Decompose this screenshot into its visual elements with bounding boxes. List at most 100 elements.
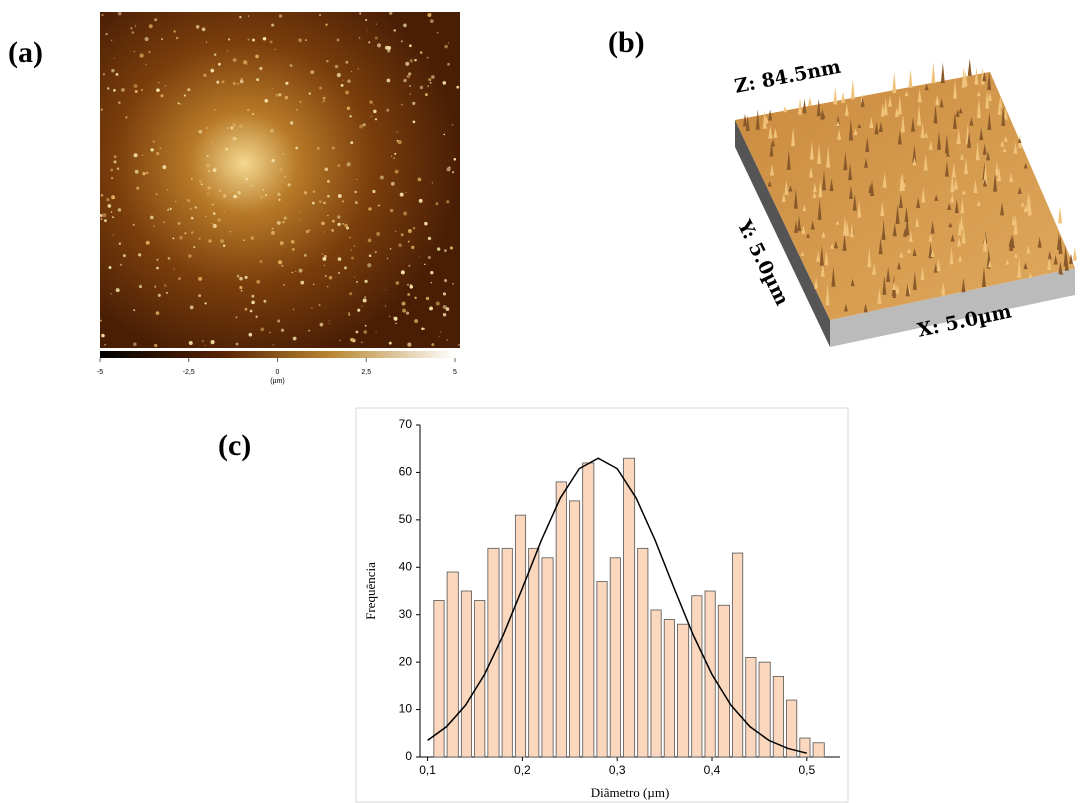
texture-dot [305, 39, 307, 41]
texture-dot [350, 141, 353, 144]
texture-dot [184, 94, 186, 96]
texture-dot [205, 302, 207, 304]
texture-dot [443, 134, 445, 136]
texture-dot [375, 37, 378, 40]
texture-dot [345, 61, 348, 64]
texture-dot [401, 233, 404, 236]
texture-dot [135, 170, 139, 174]
texture-dot [113, 160, 116, 163]
texture-dot [304, 254, 307, 257]
texture-dot [372, 190, 375, 193]
texture-dot [347, 79, 351, 83]
texture-dot [335, 65, 338, 68]
texture-dot [406, 192, 407, 193]
texture-dot [202, 27, 206, 31]
texture-dot [201, 183, 203, 185]
texture-dot [430, 271, 433, 274]
texture-dot [293, 337, 297, 341]
texture-dot [103, 73, 105, 75]
texture-dot [203, 74, 206, 77]
bar [800, 738, 810, 757]
texture-dot [359, 125, 363, 129]
bar [677, 624, 688, 757]
texture-dot [295, 147, 298, 150]
texture-dot [327, 215, 328, 216]
texture-dot [386, 109, 389, 112]
texture-dot [245, 308, 248, 311]
texture-dot [409, 44, 412, 47]
texture-dot [199, 180, 202, 183]
texture-dot [104, 219, 107, 222]
texture-dot [409, 85, 411, 87]
texture-dot [260, 196, 263, 199]
texture-dot [367, 263, 371, 267]
texture-dot [184, 232, 186, 234]
texture-dot [309, 92, 311, 94]
texture-dot [213, 168, 217, 172]
texture-dot [337, 223, 340, 226]
texture-dot [437, 247, 440, 250]
texture-dot [216, 81, 219, 84]
texture-dot [390, 209, 393, 212]
texture-dot [368, 238, 372, 242]
texture-dot [162, 165, 166, 169]
texture-dot [322, 257, 326, 261]
texture-dot [190, 306, 194, 310]
texture-dot [212, 204, 214, 206]
texture-dot [270, 129, 273, 132]
texture-dot [410, 93, 411, 94]
texture-dot [168, 257, 171, 260]
texture-dot [374, 251, 377, 254]
texture-dot [265, 194, 267, 196]
texture-dot [431, 75, 435, 79]
z-label: Z: 84.5nm [733, 56, 843, 98]
texture-dot [161, 38, 163, 40]
texture-dot [110, 293, 111, 294]
texture-dot [389, 315, 391, 317]
spike [833, 87, 837, 105]
texture-dot [337, 39, 340, 42]
texture-dot [449, 166, 451, 168]
texture-dot [205, 216, 206, 217]
texture-dot [326, 60, 328, 62]
texture-dot [448, 42, 449, 43]
texture-dot [376, 23, 377, 24]
texture-dot [260, 157, 261, 158]
texture-dot [148, 51, 150, 53]
texture-dot [271, 24, 274, 27]
texture-dot [443, 292, 446, 295]
texture-dot [208, 186, 211, 189]
y-tick-label: 50 [399, 512, 413, 526]
texture-dot [284, 217, 287, 220]
texture-dot [239, 277, 243, 281]
texture-dot [319, 305, 320, 306]
bar [705, 591, 715, 757]
texture-dot [173, 268, 174, 269]
texture-dot [116, 288, 120, 292]
texture-dot [214, 53, 216, 55]
texture-dot [300, 281, 304, 285]
texture-dot [237, 83, 238, 84]
texture-dot [332, 147, 335, 150]
texture-dot [114, 58, 115, 59]
texture-dot [452, 171, 454, 173]
texture-dot [251, 295, 254, 298]
texture-dot [389, 11, 392, 14]
texture-dot [313, 191, 315, 193]
texture-dot [154, 18, 157, 21]
texture-dot [208, 239, 211, 242]
texture-dot [215, 110, 216, 111]
texture-dot [299, 101, 301, 103]
texture-dot [271, 231, 275, 235]
texture-dot [419, 256, 420, 257]
texture-dot [243, 239, 245, 241]
texture-dot [111, 69, 114, 72]
bar [664, 619, 674, 757]
spike [798, 98, 802, 115]
texture-dot [141, 89, 143, 91]
texture-dot [408, 241, 410, 243]
texture-dot [256, 280, 260, 284]
texture-dot [400, 193, 404, 197]
texture-dot [259, 67, 262, 70]
texture-dot [134, 51, 135, 52]
